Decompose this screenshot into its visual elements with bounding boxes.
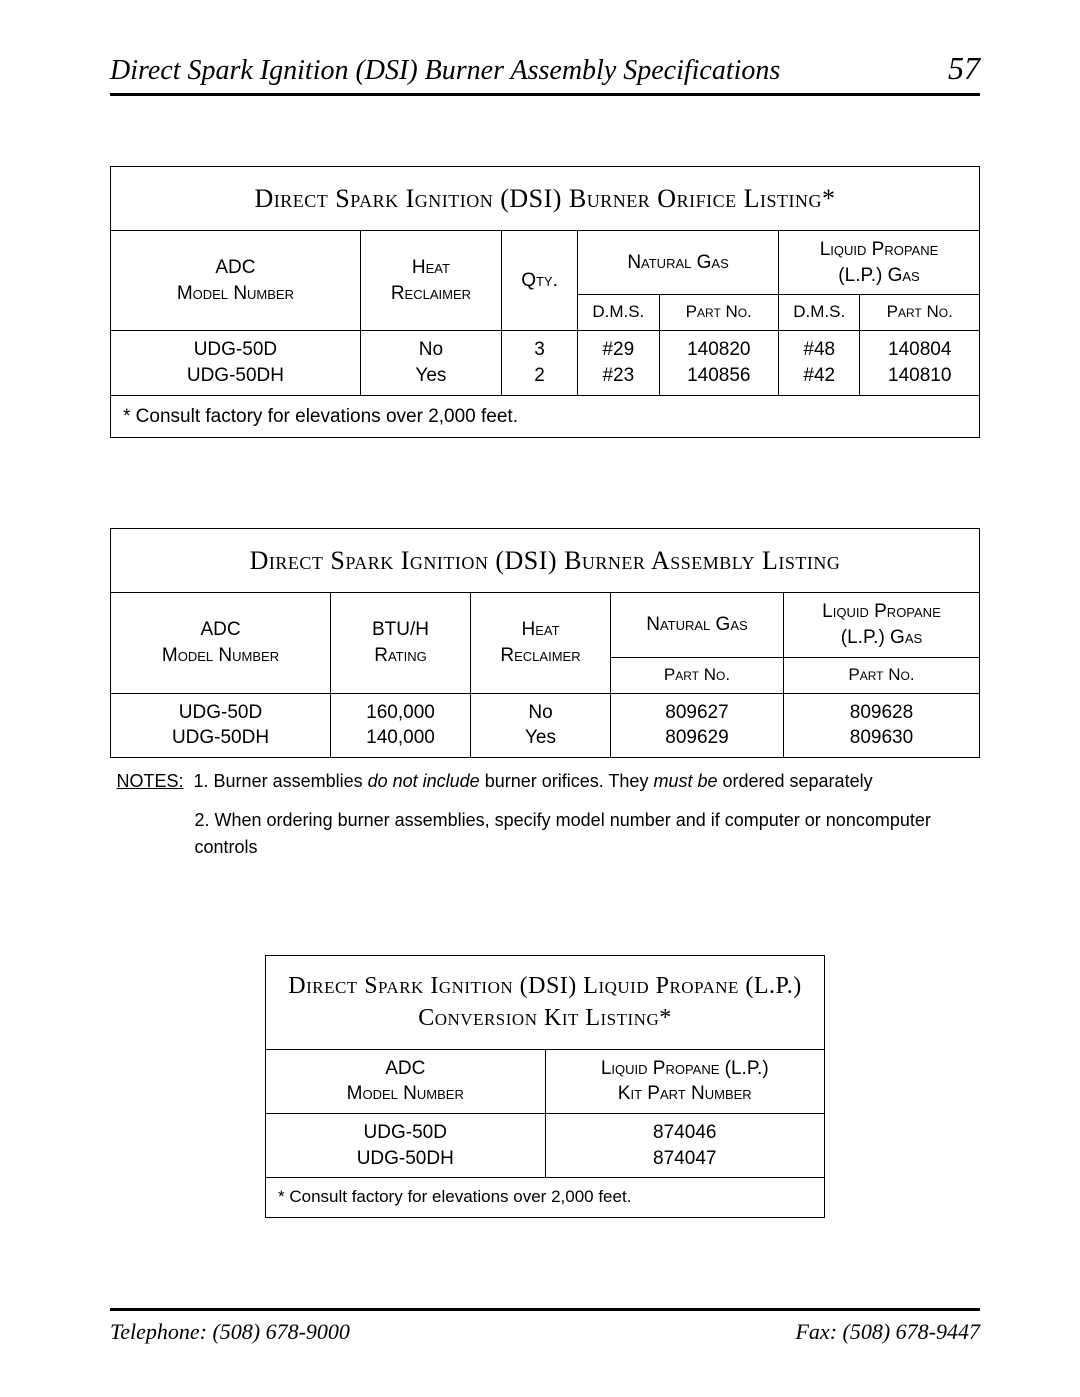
cell-model2: UDG-50D UDG-50DH	[111, 693, 331, 757]
cell-model: UDG-50D UDG-50DH	[111, 331, 361, 395]
assembly-table-title: Direct Spark Ignition (DSI) Burner Assem…	[111, 529, 980, 593]
sub-lp-part2: Part No.	[783, 657, 979, 693]
col-btu: BTU/HRating	[331, 593, 471, 693]
footer-fax: Fax: (508) 678-9447	[795, 1319, 980, 1345]
col-natgas: Natural Gas	[578, 231, 779, 295]
table-row: UDG-50D UDG-50DH 874046 874047	[266, 1113, 825, 1177]
sub-lp-part: Part No.	[860, 295, 980, 331]
cell-heat2: No Yes	[471, 693, 611, 757]
col-lp: Liquid Propane(L.P.) Gas	[779, 231, 980, 295]
col-natgas2: Natural Gas	[611, 593, 784, 657]
page-header: Direct Spark Ignition (DSI) Burner Assem…	[110, 50, 980, 96]
note-1: 1. Burner assemblies do not include burn…	[194, 771, 873, 791]
col-qty: Qty.	[502, 231, 578, 331]
page: Direct Spark Ignition (DSI) Burner Assem…	[0, 0, 1080, 1365]
cell-heat: No Yes	[360, 331, 501, 395]
cell-ng-dms: #29 #23	[578, 331, 659, 395]
col-model2: ADCModel Number	[111, 593, 331, 693]
notes-label: NOTES:	[117, 771, 184, 791]
col-lp2: Liquid Propane(L.P.) Gas	[783, 593, 979, 657]
footer-telephone: Telephone: (508) 678-9000	[110, 1319, 350, 1345]
cell-btu: 160,000 140,000	[331, 693, 471, 757]
cell-kit: 874046 874047	[545, 1113, 825, 1177]
cell-lp-part: 140804 140810	[860, 331, 980, 395]
sub-ng-part: Part No.	[659, 295, 778, 331]
cell-lp-dms: #48 #42	[779, 331, 860, 395]
sub-ng-part2: Part No.	[611, 657, 784, 693]
conversion-footnote: * Consult factory for elevations over 2,…	[266, 1178, 825, 1218]
orifice-footnote: * Consult factory for elevations over 2,…	[111, 395, 980, 438]
conversion-table-title: Direct Spark Ignition (DSI) Liquid Propa…	[266, 955, 825, 1049]
table-row: UDG-50D UDG-50DH 160,000 140,000 No Yes …	[111, 693, 980, 757]
cell-lp-part2: 809628 809630	[783, 693, 979, 757]
cell-ng-part2: 809627 809629	[611, 693, 784, 757]
note-2: 2. When ordering burner assemblies, spec…	[117, 807, 974, 861]
page-number: 57	[948, 50, 980, 87]
assembly-table: Direct Spark Ignition (DSI) Burner Assem…	[110, 528, 980, 865]
col-model3: ADCModel Number	[266, 1049, 546, 1113]
sub-lp-dms: D.M.S.	[779, 295, 860, 331]
table-row: UDG-50D UDG-50DH No Yes 3 2 #29 #23 1408…	[111, 331, 980, 395]
cell-ng-part: 140820 140856	[659, 331, 778, 395]
cell-model3: UDG-50D UDG-50DH	[266, 1113, 546, 1177]
col-kit: Liquid Propane (L.P.)Kit Part Number	[545, 1049, 825, 1113]
col-heat2: HeatReclaimer	[471, 593, 611, 693]
assembly-notes: NOTES: 1. Burner assemblies do not inclu…	[111, 757, 980, 865]
col-model: ADCModel Number	[111, 231, 361, 331]
page-footer: Telephone: (508) 678-9000 Fax: (508) 678…	[110, 1308, 980, 1345]
cell-qty: 3 2	[502, 331, 578, 395]
conversion-table: Direct Spark Ignition (DSI) Liquid Propa…	[265, 955, 825, 1218]
orifice-table: Direct Spark Ignition (DSI) Burner Orifi…	[110, 166, 980, 438]
col-heat: HeatReclaimer	[360, 231, 501, 331]
orifice-table-title: Direct Spark Ignition (DSI) Burner Orifi…	[111, 167, 980, 231]
sub-ng-dms: D.M.S.	[578, 295, 659, 331]
header-title: Direct Spark Ignition (DSI) Burner Assem…	[110, 55, 780, 87]
